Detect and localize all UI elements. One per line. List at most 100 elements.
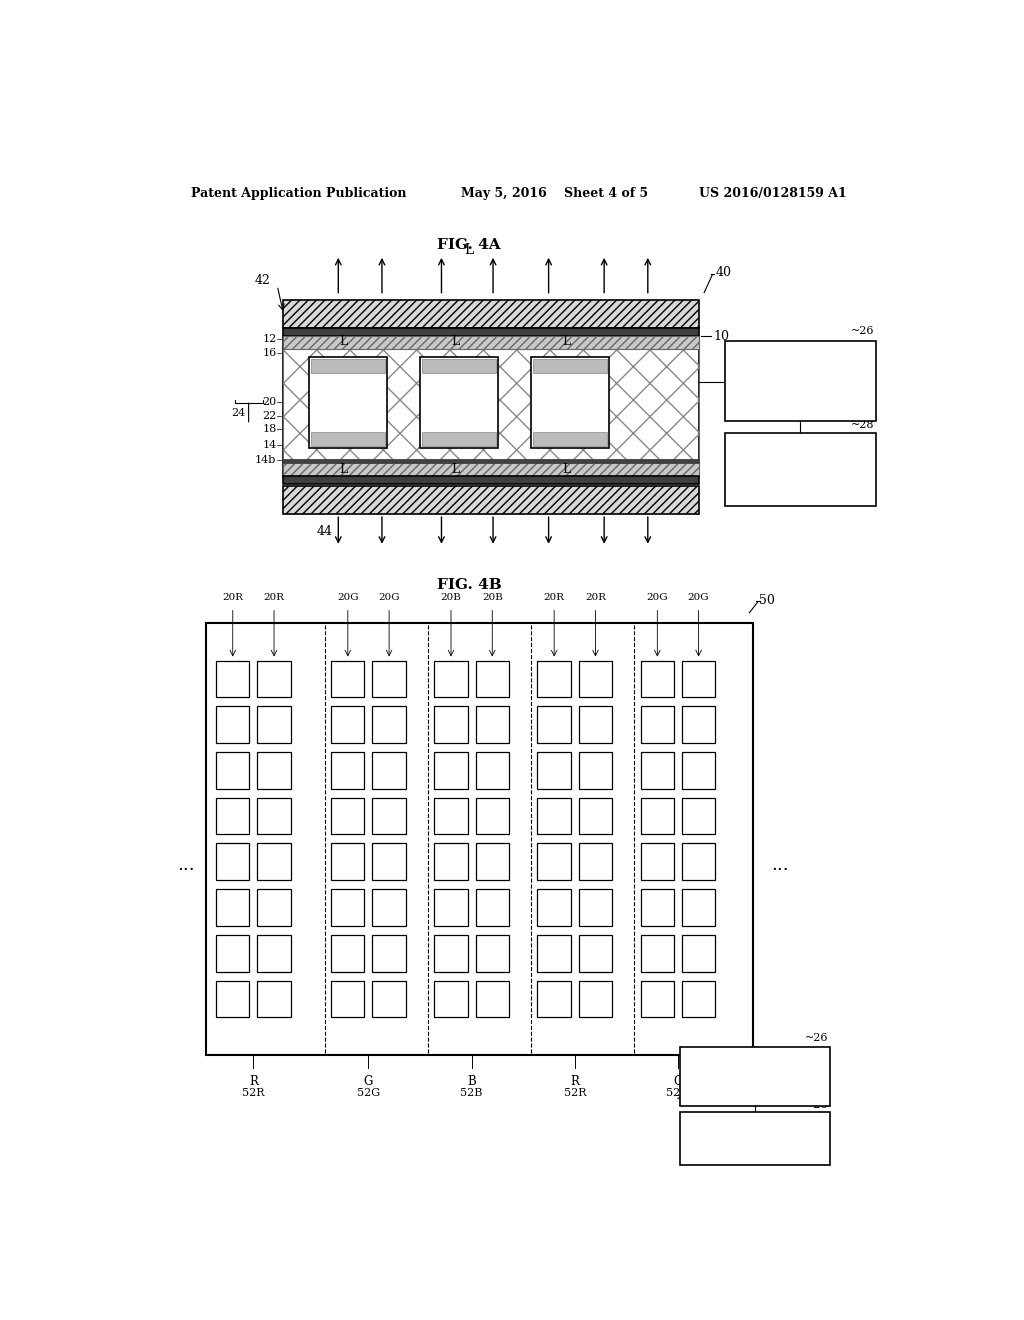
Bar xyxy=(373,797,406,834)
Bar xyxy=(680,1111,830,1164)
Text: 52G: 52G xyxy=(357,1089,380,1098)
Text: L: L xyxy=(451,463,459,477)
Bar xyxy=(216,706,250,743)
Bar xyxy=(373,706,406,743)
Bar xyxy=(257,935,291,972)
Text: 20R: 20R xyxy=(585,593,606,602)
Bar xyxy=(216,843,250,880)
Bar xyxy=(641,981,674,1018)
Bar xyxy=(257,981,291,1018)
Bar xyxy=(420,356,498,447)
Text: 42: 42 xyxy=(255,273,270,286)
Bar xyxy=(725,342,876,421)
Text: 20R: 20R xyxy=(263,593,285,602)
Text: 22: 22 xyxy=(262,411,276,421)
Bar xyxy=(579,981,612,1018)
Bar xyxy=(373,752,406,788)
Bar xyxy=(725,433,876,506)
Bar xyxy=(310,432,385,446)
Bar xyxy=(331,660,365,697)
Text: 20G: 20G xyxy=(337,593,358,602)
Bar xyxy=(475,797,509,834)
Text: 16: 16 xyxy=(262,347,276,358)
Bar xyxy=(475,890,509,925)
Bar xyxy=(579,890,612,925)
Bar xyxy=(434,797,468,834)
Bar xyxy=(538,706,570,743)
Bar xyxy=(373,890,406,925)
Bar xyxy=(538,935,570,972)
Bar xyxy=(682,890,716,925)
Bar xyxy=(257,797,291,834)
Bar xyxy=(579,660,612,697)
Text: ~28: ~28 xyxy=(805,1100,828,1110)
Bar xyxy=(475,706,509,743)
Text: 20B: 20B xyxy=(440,593,462,602)
Text: ~26: ~26 xyxy=(805,1032,828,1043)
Text: 20R: 20R xyxy=(222,593,244,602)
Bar xyxy=(434,935,468,972)
Bar xyxy=(331,843,365,880)
Bar xyxy=(331,981,365,1018)
Bar xyxy=(475,752,509,788)
Bar xyxy=(475,935,509,972)
Bar xyxy=(579,706,612,743)
Bar xyxy=(434,706,468,743)
Bar xyxy=(641,890,674,925)
Text: R: R xyxy=(570,1076,580,1088)
Bar xyxy=(680,1047,830,1106)
Bar xyxy=(434,660,468,697)
Text: 44: 44 xyxy=(316,525,333,539)
Bar xyxy=(331,890,365,925)
Bar xyxy=(283,337,699,475)
Bar xyxy=(682,981,716,1018)
Bar xyxy=(283,462,699,475)
Bar xyxy=(475,660,509,697)
Text: Sheet 4 of 5: Sheet 4 of 5 xyxy=(564,187,648,201)
Text: 20R: 20R xyxy=(544,593,564,602)
Bar xyxy=(331,935,365,972)
Bar xyxy=(538,981,570,1018)
Bar xyxy=(257,660,291,697)
Bar xyxy=(579,752,612,788)
Text: R: R xyxy=(249,1076,258,1088)
Bar xyxy=(283,475,699,483)
Bar xyxy=(283,337,699,350)
Text: May 5, 2016: May 5, 2016 xyxy=(461,187,547,201)
Text: UNIT: UNIT xyxy=(739,1144,770,1155)
Bar xyxy=(216,752,250,788)
Bar xyxy=(373,935,406,972)
Text: L: L xyxy=(465,243,474,257)
Text: L: L xyxy=(451,335,459,348)
Text: 20G: 20G xyxy=(688,593,710,602)
Text: 12: 12 xyxy=(262,334,276,345)
Bar xyxy=(373,843,406,880)
Bar xyxy=(641,660,674,697)
Text: SUPPLY UNIT: SUPPLY UNIT xyxy=(715,1082,795,1092)
Text: 18: 18 xyxy=(262,424,276,434)
Text: 52R: 52R xyxy=(563,1089,586,1098)
Bar xyxy=(682,660,716,697)
Bar xyxy=(434,890,468,925)
Bar xyxy=(310,359,385,372)
Text: FIG. 4A: FIG. 4A xyxy=(437,238,501,252)
Bar xyxy=(257,706,291,743)
Bar xyxy=(682,752,716,788)
Bar xyxy=(216,890,250,925)
Bar xyxy=(538,797,570,834)
Bar xyxy=(579,935,612,972)
Text: L: L xyxy=(340,463,348,477)
Text: 52B: 52B xyxy=(461,1089,483,1098)
Text: ~26: ~26 xyxy=(851,326,873,337)
Bar xyxy=(283,486,699,515)
Bar xyxy=(283,337,699,475)
Text: 14: 14 xyxy=(262,440,276,450)
Bar xyxy=(579,843,612,880)
Bar xyxy=(331,752,365,788)
Bar xyxy=(538,843,570,880)
Text: 52R: 52R xyxy=(242,1089,264,1098)
Text: G: G xyxy=(673,1076,683,1088)
Text: 14b: 14b xyxy=(255,455,276,465)
Bar xyxy=(579,797,612,834)
Text: L: L xyxy=(562,335,570,348)
